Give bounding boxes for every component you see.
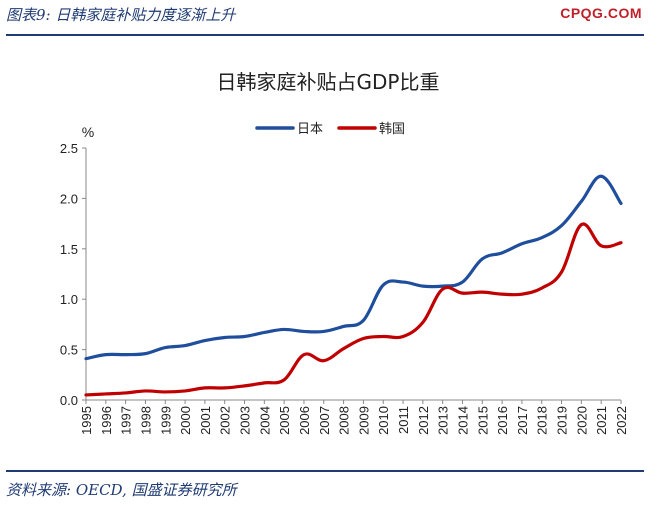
legend: 日本 韩国	[255, 122, 405, 137]
x-tick-label: 2022	[614, 406, 629, 435]
legend-label-0: 日本	[297, 122, 323, 137]
x-tick-label: 1998	[138, 406, 153, 435]
x-tick-label: 2016	[495, 406, 510, 435]
y-tick-label: 0.5	[60, 343, 78, 358]
footer-rule	[6, 470, 644, 472]
axes: 0.0 0.5 1.0 1.5 2.0 2.5 1995 1996 1997 1998 1999 20…	[60, 141, 629, 435]
y-tick-label: 2.0	[60, 191, 78, 206]
x-tick-label: 1997	[119, 406, 134, 435]
y-tick-label: 1.5	[60, 242, 78, 257]
x-tick-label: 2001	[198, 406, 213, 435]
x-tick-label: 2019	[555, 406, 570, 435]
series-line-0	[84, 174, 623, 361]
x-tick-label: 1999	[158, 406, 173, 435]
x-tick-label: 2007	[317, 406, 332, 435]
x-tick-label: 2020	[574, 406, 589, 435]
x-tick-label: 2011	[396, 406, 411, 434]
x-tick-label: 2018	[535, 406, 550, 435]
x-tick-label: 2017	[515, 406, 530, 435]
x-tick-label: 2008	[337, 406, 352, 435]
chart-title: 日韩家庭补贴占GDP比重	[217, 70, 440, 94]
x-tick-label: 2012	[416, 406, 431, 435]
x-tick-label: 2013	[436, 406, 451, 435]
x-tick-label: 2014	[455, 406, 470, 435]
x-tick-label: 2000	[178, 406, 193, 435]
site-logo: CPQG.COM	[560, 5, 642, 21]
y-tick-label: 0.0	[60, 393, 78, 408]
y-tick-label: 1.0	[60, 292, 78, 307]
series-layer	[84, 174, 623, 397]
legend-label-1: 韩国	[379, 122, 405, 137]
x-tick-label: 1995	[79, 406, 94, 435]
x-tick-label: 2009	[356, 406, 371, 435]
header-title: 图表9: 日韩家庭补贴力度逐渐上升	[6, 6, 236, 24]
x-tick-label: 2003	[238, 406, 253, 435]
x-tick-label: 1996	[99, 406, 114, 435]
x-tick-label: 2021	[594, 406, 609, 435]
footer-source: 资料来源: OECD, 国盛证券研究所	[6, 481, 237, 499]
header-rule	[6, 34, 644, 36]
x-tick-label: 2005	[277, 406, 292, 435]
x-tick-label: 2004	[257, 406, 272, 435]
y-axis-label: %	[82, 124, 94, 140]
series-line-1	[84, 222, 623, 397]
x-tick-label: 2006	[297, 406, 312, 435]
y-tick-label: 2.5	[60, 141, 78, 156]
x-tick-label: 2010	[376, 406, 391, 435]
x-tick-label: 2015	[475, 406, 490, 435]
x-tick-label: 2002	[218, 406, 233, 435]
